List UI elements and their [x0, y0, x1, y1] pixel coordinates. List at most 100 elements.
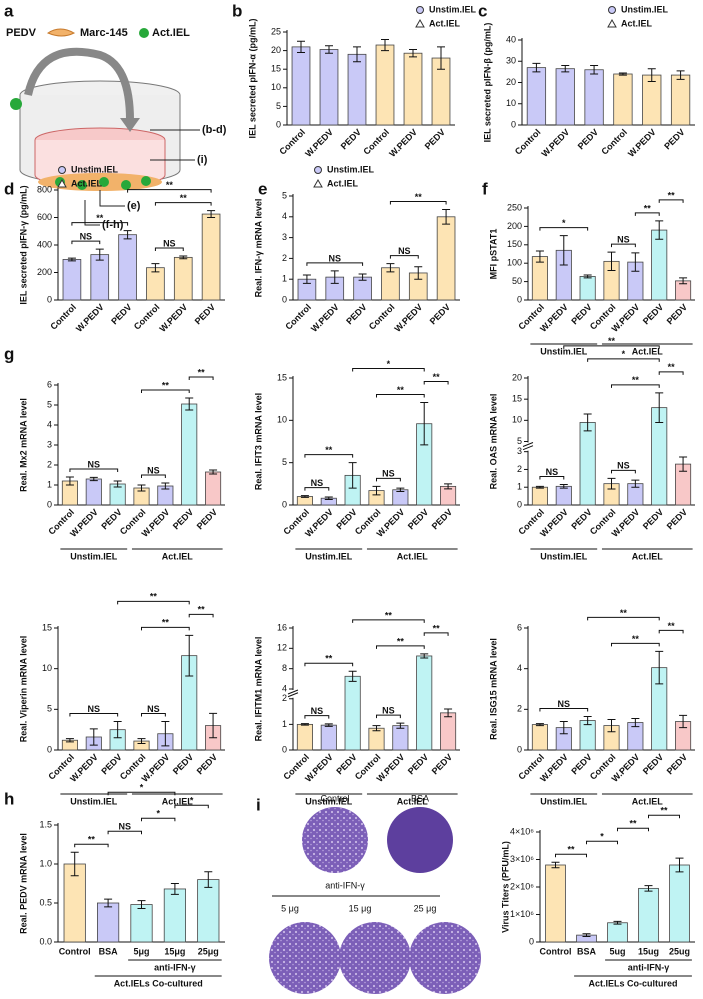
error-bar	[618, 72, 627, 76]
y-tick-label: 600	[37, 212, 52, 222]
error-bar	[123, 230, 132, 240]
error-bar	[297, 40, 305, 53]
y-tick-label: 10	[42, 663, 52, 673]
significance-label: *	[387, 359, 391, 369]
error-bar-line	[123, 230, 132, 240]
legend-marker	[415, 18, 425, 28]
error-bar	[151, 263, 160, 273]
y-axis-label: Real. PEDV mRNA level	[18, 833, 28, 934]
panel-letter: e	[258, 179, 267, 198]
y-tick-label: 200	[507, 221, 522, 231]
arrow-label: (i)	[197, 154, 208, 166]
error-bar-line	[324, 723, 333, 727]
significance-bracket	[587, 358, 660, 362]
error-bar-line	[324, 496, 333, 500]
y-tick-label: 10	[512, 415, 522, 425]
significance-bracket	[306, 262, 364, 266]
significance-bracket	[141, 389, 190, 393]
y-axis-label: Virus Titers (PFU/mL)	[500, 841, 510, 933]
panel-letter: g	[4, 344, 14, 363]
panel-i-plates: i Control BSA anti-IFN-γ 5 μg 15 μg 25 μ…	[256, 793, 481, 994]
error-bar-line	[631, 479, 640, 488]
error-bar	[655, 392, 664, 423]
error-bar-line	[532, 62, 541, 73]
significance-bracket	[141, 713, 166, 717]
y-tick-label: 4×10⁶	[510, 826, 534, 836]
x-tick-label: Control	[599, 127, 629, 157]
y-tick-label: 2	[282, 253, 287, 263]
error-bar-line	[535, 485, 544, 489]
error-bar	[583, 715, 592, 726]
error-bar-line	[113, 721, 122, 739]
bar	[579, 422, 596, 506]
significance-bracket	[154, 202, 212, 206]
error-bar	[204, 871, 213, 888]
significance-bracket	[611, 243, 636, 248]
error-bar-line	[209, 469, 218, 475]
bar	[375, 44, 395, 126]
group-label: Act.IEL	[632, 346, 664, 356]
x-tick-label: PEDV	[641, 752, 665, 776]
x-tick-label: PEDV	[344, 302, 368, 326]
significance-label: **	[668, 362, 676, 372]
significance-bracket	[658, 371, 684, 375]
bar	[347, 53, 367, 126]
axis-break	[289, 690, 297, 698]
significance-label: NS	[382, 469, 395, 479]
y-tick-label: 2	[282, 693, 287, 703]
bar-chart: 0 10 20 30 40 IEL secreted pIFN-β (pg/mL) c Con…	[478, 1, 695, 159]
y-tick-label: 0	[282, 499, 287, 509]
error-bar-line	[161, 482, 170, 490]
significance-label: **	[433, 623, 441, 633]
x-tick-label: PEDV	[665, 302, 689, 326]
error-bar-line	[353, 46, 361, 63]
y-tick-label: 20	[506, 77, 516, 87]
bar	[531, 724, 548, 751]
x-tick-label: PEDV	[171, 752, 195, 776]
error-bar	[607, 719, 616, 733]
bar	[403, 52, 423, 126]
y-tick-label: 1	[47, 479, 52, 489]
error-bar-line	[113, 480, 122, 488]
y-tick-label: 4	[282, 211, 287, 221]
significance-bracket	[555, 853, 587, 858]
significance-bracket	[611, 469, 636, 474]
significance-label: *	[622, 349, 626, 359]
error-bar-line	[325, 45, 333, 54]
y-tick-label: 20	[512, 372, 522, 382]
error-bar	[209, 712, 218, 739]
significance-label: NS	[80, 232, 93, 242]
y-axis-label: Real. Mx2 mRNA level	[18, 398, 28, 492]
y-tick-label: 2	[517, 464, 522, 474]
error-bar-line	[535, 723, 544, 727]
y-tick-label: 200	[37, 267, 52, 277]
plate-label: Control	[320, 793, 349, 803]
significance-bracket	[376, 477, 401, 482]
significance-label: NS	[617, 461, 630, 471]
error-bar	[561, 65, 570, 73]
y-axis-label: IEL secreted pIFN-γ (pg/mL)	[18, 185, 28, 304]
significance-label: NS	[147, 465, 160, 475]
bar	[90, 254, 110, 301]
significance-bracket	[658, 199, 684, 203]
x-tick-label: PEDV	[430, 507, 454, 531]
error-bar	[590, 65, 599, 75]
bar	[291, 46, 311, 126]
error-bar-line	[179, 255, 188, 260]
significance-label: **	[162, 380, 170, 390]
plate-label: 15 μg	[349, 903, 372, 913]
bar	[579, 276, 596, 301]
significance-bracket	[71, 240, 101, 245]
x-tick-label: PEDV	[406, 752, 430, 776]
significance-label: **	[668, 190, 676, 200]
error-bar	[647, 68, 656, 82]
legend-label: Unstim.IEL	[621, 4, 669, 14]
legend-marker	[607, 18, 617, 28]
y-tick-label: 0	[517, 294, 522, 304]
y-axis-label: MFI pSTAT1	[488, 229, 498, 280]
y-tick-label: 0	[276, 119, 281, 129]
panel-letter: b	[232, 1, 242, 20]
panel-letter: a	[4, 1, 14, 20]
y-tick-label: 10	[271, 82, 281, 92]
